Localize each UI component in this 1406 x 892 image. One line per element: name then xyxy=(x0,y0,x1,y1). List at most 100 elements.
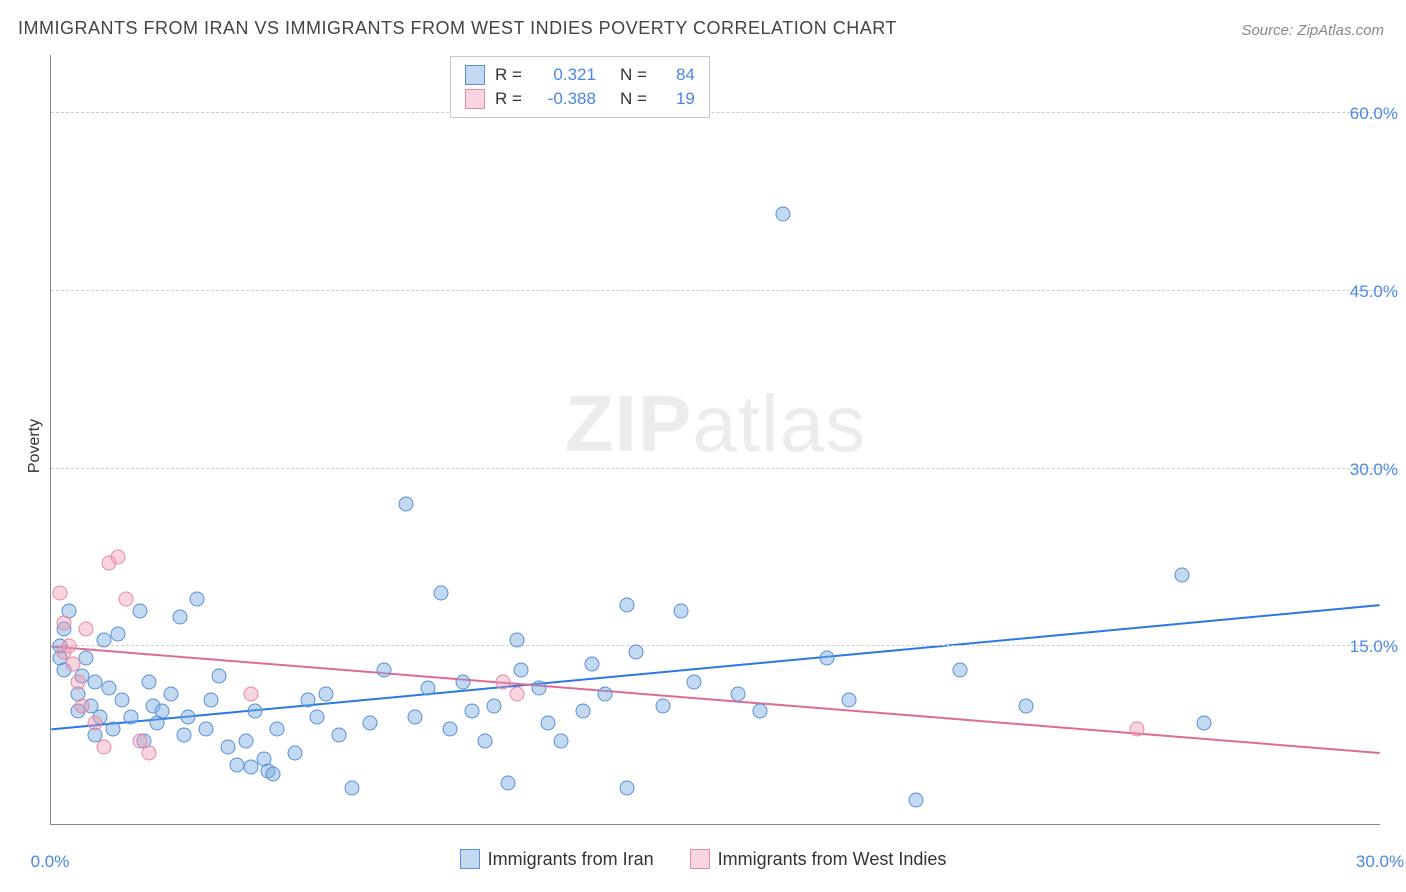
data-point-west_indies xyxy=(1130,722,1145,737)
r-value: -0.388 xyxy=(536,89,596,109)
data-point-iran xyxy=(629,645,644,660)
data-point-iran xyxy=(154,704,169,719)
legend-swatch xyxy=(465,65,485,85)
data-point-iran xyxy=(190,591,205,606)
data-point-iran xyxy=(531,680,546,695)
data-point-iran xyxy=(243,760,258,775)
data-point-iran xyxy=(110,627,125,642)
n-value: 84 xyxy=(661,65,695,85)
data-point-iran xyxy=(114,692,129,707)
source-attribution: Source: ZipAtlas.com xyxy=(1241,22,1384,39)
chart-title: IMMIGRANTS FROM IRAN VS IMMIGRANTS FROM … xyxy=(18,18,897,39)
watermark-bold: ZIP xyxy=(565,379,692,468)
chart-plot-area: ZIPatlas xyxy=(50,55,1380,825)
n-label: N = xyxy=(620,65,647,85)
y-tick-label: 45.0% xyxy=(1350,282,1398,302)
gridline xyxy=(51,290,1380,291)
data-point-iran xyxy=(842,692,857,707)
data-point-iran xyxy=(101,680,116,695)
legend-label: Immigrants from Iran xyxy=(488,849,654,870)
watermark-rest: atlas xyxy=(692,379,866,468)
data-point-west_indies xyxy=(509,686,524,701)
x-tick-label: 30.0% xyxy=(1356,852,1404,872)
data-point-iran xyxy=(584,657,599,672)
data-point-iran xyxy=(620,781,635,796)
data-point-iran xyxy=(199,722,214,737)
data-point-iran xyxy=(203,692,218,707)
data-point-iran xyxy=(673,603,688,618)
data-point-iran xyxy=(332,728,347,743)
gridline xyxy=(51,645,1380,646)
data-point-iran xyxy=(181,710,196,725)
data-point-iran xyxy=(106,722,121,737)
data-point-iran xyxy=(398,497,413,512)
data-point-iran xyxy=(247,704,262,719)
data-point-west_indies xyxy=(61,639,76,654)
r-label: R = xyxy=(495,89,522,109)
y-tick-label: 30.0% xyxy=(1350,460,1398,480)
data-point-west_indies xyxy=(110,550,125,565)
gridline xyxy=(51,112,1380,113)
legend-item: Immigrants from Iran xyxy=(460,849,654,870)
y-tick-label: 15.0% xyxy=(1350,637,1398,657)
data-point-iran xyxy=(265,767,280,782)
data-point-iran xyxy=(478,734,493,749)
data-point-iran xyxy=(1019,698,1034,713)
data-point-iran xyxy=(79,651,94,666)
data-point-iran xyxy=(363,716,378,731)
data-point-iran xyxy=(172,609,187,624)
data-point-iran xyxy=(952,663,967,678)
watermark: ZIPatlas xyxy=(565,378,866,470)
data-point-iran xyxy=(500,775,515,790)
data-point-iran xyxy=(163,686,178,701)
gridline xyxy=(51,468,1380,469)
legend-swatch xyxy=(690,849,710,869)
data-point-iran xyxy=(310,710,325,725)
x-tick-label: 0.0% xyxy=(31,852,70,872)
data-point-iran xyxy=(434,586,449,601)
legend-swatch xyxy=(465,89,485,109)
data-point-iran xyxy=(132,603,147,618)
data-point-iran xyxy=(487,698,502,713)
r-value: 0.321 xyxy=(536,65,596,85)
data-point-iran xyxy=(465,704,480,719)
data-point-iran xyxy=(270,722,285,737)
data-point-iran xyxy=(1174,568,1189,583)
n-value: 19 xyxy=(661,89,695,109)
data-point-west_indies xyxy=(97,740,112,755)
data-point-iran xyxy=(1196,716,1211,731)
data-point-west_indies xyxy=(141,745,156,760)
stats-legend-row: R = 0.321 N = 84 xyxy=(465,63,695,87)
legend-item: Immigrants from West Indies xyxy=(690,849,947,870)
data-point-iran xyxy=(212,668,227,683)
data-point-west_indies xyxy=(496,674,511,689)
n-label: N = xyxy=(620,89,647,109)
data-point-iran xyxy=(407,710,422,725)
y-axis-label: Poverty xyxy=(26,419,44,473)
data-point-iran xyxy=(686,674,701,689)
data-point-iran xyxy=(620,597,635,612)
data-point-iran xyxy=(908,793,923,808)
stats-legend-box: R = 0.321 N = 84 R = -0.388 N = 19 xyxy=(450,56,710,118)
data-point-iran xyxy=(123,710,138,725)
data-point-iran xyxy=(376,663,391,678)
data-point-iran xyxy=(731,686,746,701)
legend-swatch xyxy=(460,849,480,869)
data-point-iran xyxy=(540,716,555,731)
data-point-iran xyxy=(598,686,613,701)
data-point-iran xyxy=(420,680,435,695)
data-point-west_indies xyxy=(88,716,103,731)
series-legend: Immigrants from Iran Immigrants from West… xyxy=(0,849,1406,875)
data-point-iran xyxy=(443,722,458,737)
stats-legend-row: R = -0.388 N = 19 xyxy=(465,87,695,111)
data-point-iran xyxy=(553,734,568,749)
data-point-west_indies xyxy=(57,615,72,630)
data-point-west_indies xyxy=(75,698,90,713)
data-point-iran xyxy=(576,704,591,719)
data-point-iran xyxy=(775,206,790,221)
data-point-iran xyxy=(513,663,528,678)
r-label: R = xyxy=(495,65,522,85)
data-point-iran xyxy=(287,745,302,760)
data-point-west_indies xyxy=(70,674,85,689)
data-point-west_indies xyxy=(243,686,258,701)
